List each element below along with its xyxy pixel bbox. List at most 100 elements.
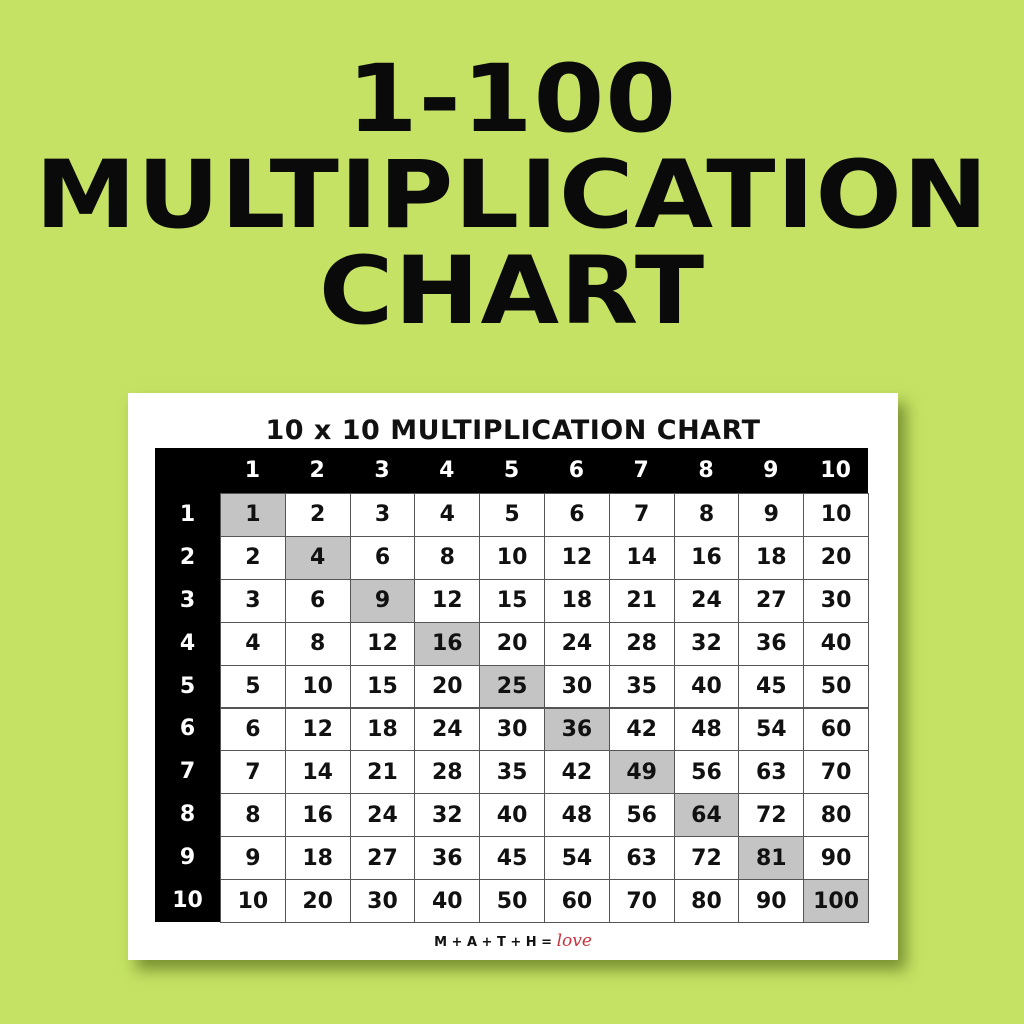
table-cell: 12 [349, 621, 416, 666]
table-cell: 30 [479, 707, 545, 752]
table-cell: 21 [349, 750, 416, 795]
table-cell: 12 [414, 578, 481, 623]
column-header: 5 [503, 458, 520, 483]
table-cell: 28 [608, 621, 675, 666]
row-header: 3 [179, 587, 196, 613]
table-cell-square: 36 [544, 707, 610, 752]
table-cell: 40 [414, 879, 481, 923]
table-cell: 10 [220, 879, 286, 923]
table-cell-square: 9 [349, 578, 416, 623]
table-cell: 24 [414, 707, 481, 752]
table-cell: 27 [738, 578, 805, 623]
table-cell: 16 [284, 793, 351, 838]
table-cell: 10 [803, 493, 869, 537]
table-cell: 4 [220, 621, 286, 666]
column-header: 6 [568, 458, 585, 483]
table-cell: 4 [414, 493, 481, 537]
row-header: 1 [179, 501, 196, 527]
table-cell: 12 [544, 535, 610, 580]
title-line: MULTIPLICATION [35, 141, 989, 250]
table-cell: 50 [803, 664, 869, 709]
table-cell: 70 [608, 879, 675, 923]
table-cell: 16 [673, 535, 740, 580]
table-cell: 56 [673, 750, 740, 795]
table-cell: 20 [479, 621, 545, 666]
table-cell: 54 [544, 836, 610, 881]
table-cell: 8 [673, 493, 740, 537]
table-cell: 63 [608, 836, 675, 881]
table-cell: 30 [803, 578, 869, 623]
table-cell: 9 [220, 836, 286, 881]
table-cell: 10 [479, 535, 545, 580]
table-cell: 35 [479, 750, 545, 795]
table-cell: 48 [673, 707, 740, 752]
table-cell: 9 [738, 493, 805, 537]
table-cell-square: 4 [284, 535, 351, 580]
table-cell: 90 [803, 836, 869, 881]
table-cell: 2 [220, 535, 286, 580]
table-cell: 80 [803, 793, 869, 838]
table-cell: 20 [414, 664, 481, 709]
row-header: 6 [179, 716, 196, 742]
table-cell: 5 [479, 493, 545, 537]
table-cell: 36 [738, 621, 805, 666]
table-cell: 8 [284, 621, 351, 666]
table-cell: 7 [608, 493, 675, 537]
column-header: 10 [820, 458, 851, 483]
table-cell: 15 [349, 664, 416, 709]
table-cell: 6 [220, 707, 286, 752]
footer-tagline: M + A + T + H = love [128, 931, 898, 951]
column-header: 9 [763, 458, 779, 483]
table-cell: 18 [738, 535, 805, 580]
table-cell: 30 [544, 664, 610, 709]
table-cell: 3 [349, 493, 416, 537]
column-header: 4 [439, 458, 455, 483]
title-line: CHART [318, 237, 706, 346]
row-header: 8 [179, 802, 196, 828]
table-cell: 28 [414, 750, 481, 795]
page-title: 1-100 MULTIPLICATION CHART [0, 52, 1024, 340]
table-cell: 40 [803, 621, 869, 666]
table-cell: 6 [544, 493, 610, 537]
table-cell: 30 [349, 879, 416, 923]
table-cell: 42 [608, 707, 675, 752]
multiplication-table: 1 2 3 4 5 6 7 8 9 10 1 1 2 3 4 5 6 7 8 9 10 2 2 4 6 8 10 12 14 16 18 20… [155, 448, 869, 923]
title-line: 1-100 [346, 45, 678, 154]
table-cell: 12 [284, 707, 351, 752]
row-header: 5 [179, 673, 196, 699]
table-cell: 40 [673, 664, 740, 709]
table-cell: 32 [673, 621, 740, 666]
chart-title: 10 x 10 MULTIPLICATION CHART [265, 415, 761, 446]
table-cell: 2 [284, 493, 351, 537]
table-cell: 32 [414, 793, 481, 838]
table-cell-square: 64 [673, 793, 740, 838]
table-cell: 27 [349, 836, 416, 881]
table-cell: 6 [284, 578, 351, 623]
footer-love: love [556, 931, 592, 951]
table-cell: 45 [738, 664, 805, 709]
table-cell: 15 [479, 578, 545, 623]
table-cell: 8 [220, 793, 286, 838]
table-cell: 20 [803, 535, 869, 580]
table-cell: 24 [349, 793, 416, 838]
table-cell: 14 [284, 750, 351, 795]
table-cell: 5 [220, 664, 286, 709]
table-cell-square: 16 [414, 621, 481, 666]
table-cell: 10 [284, 664, 351, 709]
table-cell: 60 [803, 707, 869, 752]
table-cell: 35 [608, 664, 675, 709]
table-cell: 45 [479, 836, 545, 881]
table-cell: 54 [738, 707, 805, 752]
table-cell: 3 [220, 578, 286, 623]
table-cell: 18 [284, 836, 351, 881]
column-header: 3 [374, 458, 390, 483]
table-cell: 24 [673, 578, 740, 623]
table-cell: 70 [803, 750, 869, 795]
table-cell: 42 [544, 750, 610, 795]
table-cell: 50 [479, 879, 545, 923]
table-cell: 6 [349, 535, 416, 580]
table-cell: 63 [738, 750, 805, 795]
table-cell: 56 [608, 793, 675, 838]
row-header: 4 [179, 630, 196, 656]
column-header: 7 [633, 458, 649, 483]
